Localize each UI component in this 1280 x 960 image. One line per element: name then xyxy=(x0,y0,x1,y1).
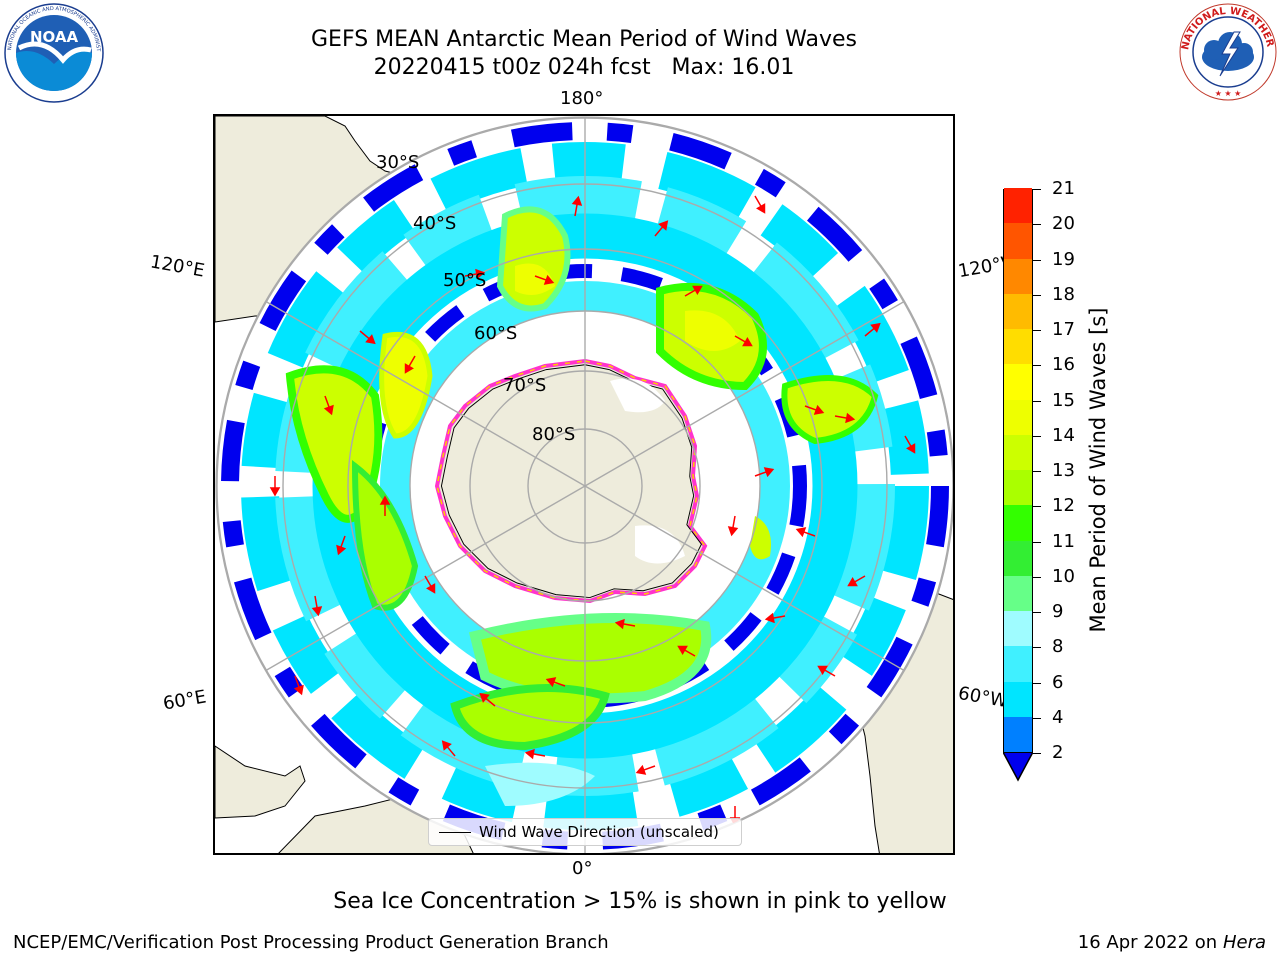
colorbar-tick-label: 4 xyxy=(1052,706,1064,728)
colorbar-segment xyxy=(1004,187,1032,224)
colorbar-tick xyxy=(1033,294,1041,296)
colorbar-tick-label: 16 xyxy=(1052,354,1075,376)
lon-label-120e: 120°E xyxy=(148,251,207,282)
map-legend: Wind Wave Direction (unscaled) xyxy=(428,818,742,846)
colorbar-tick-label: 14 xyxy=(1052,424,1075,446)
colorbar-tick xyxy=(1033,471,1041,472)
colorbar-tick xyxy=(1033,506,1041,508)
lon-label-60e: 60°E xyxy=(161,686,208,715)
colorbar-tick-label: 18 xyxy=(1052,283,1075,305)
colorbar-segment xyxy=(1004,504,1032,541)
colorbar-tick xyxy=(1033,541,1041,543)
globe-contents xyxy=(216,117,953,853)
colorbar-extend-triangle xyxy=(1003,752,1033,782)
sea-ice-caption: Sea Ice Concentration > 15% is shown in … xyxy=(333,889,947,914)
colorbar xyxy=(1003,187,1033,753)
colorbar-tick-label: 21 xyxy=(1052,178,1075,199)
wave-period-patches xyxy=(285,206,879,806)
legend-line-swatch xyxy=(439,832,471,833)
lat-label-30s: 30°S xyxy=(376,152,420,173)
map-title: GEFS MEAN Antarctic Mean Period of Wind … xyxy=(311,27,857,52)
lat-label-80s: 80°S xyxy=(532,424,576,445)
footer-date-text: 16 Apr 2022 on xyxy=(1077,932,1223,953)
lat-label-40s: 40°S xyxy=(413,213,457,234)
lat-label-60s: 60°S xyxy=(474,323,518,344)
colorbar-tick xyxy=(1033,224,1041,226)
colorbar-tick-label: 20 xyxy=(1052,213,1075,235)
colorbar-tick-label: 9 xyxy=(1052,601,1064,622)
colorbar-segment xyxy=(1004,434,1032,470)
colorbar-segment xyxy=(1004,610,1032,647)
lat-label-70s: 70°S xyxy=(503,375,547,396)
noaa-logo-text: NOAA xyxy=(30,28,79,46)
colorbar-tick xyxy=(1033,365,1041,367)
colorbar-segment xyxy=(1004,258,1032,294)
colorbar-tick xyxy=(1033,259,1041,261)
map-subtitle: 20220415 t00z 024h fcst Max: 16.01 xyxy=(373,55,795,80)
polar-map xyxy=(215,116,953,853)
colorbar-tick xyxy=(1033,647,1041,649)
colorbar-tick-label: 2 xyxy=(1052,742,1064,763)
lon-label-180: 180° xyxy=(560,88,604,109)
footer-host: Hera xyxy=(1222,932,1266,953)
colorbar-tick xyxy=(1033,682,1041,684)
colorbar-tick-label: 17 xyxy=(1052,319,1075,340)
colorbar-tick xyxy=(1033,612,1041,613)
colorbar-tick-label: 6 xyxy=(1052,671,1064,693)
colorbar-tick xyxy=(1033,576,1041,578)
colorbar-tick-label: 11 xyxy=(1052,530,1075,552)
colorbar-tick-label: 13 xyxy=(1052,460,1075,481)
wind-wave-arrows xyxy=(269,195,916,827)
colorbar-tick-label: 8 xyxy=(1052,636,1064,658)
colorbar-segment xyxy=(1004,328,1032,365)
colorbar-tick xyxy=(1033,753,1041,754)
colorbar-tick xyxy=(1033,717,1041,719)
colorbar-segment xyxy=(1004,716,1032,752)
noaa-logo-icon: NOAA NATIONAL OCEANIC AND ATMOSPHERIC AD… xyxy=(3,2,104,103)
colorbar-tick xyxy=(1033,435,1041,437)
lon-label-60w: 60°W xyxy=(956,682,1010,713)
footer-date: 16 Apr 2022 on Hera xyxy=(1078,932,1266,953)
colorbar-tick xyxy=(1033,330,1041,331)
colorbar-segment xyxy=(1004,399,1032,435)
colorbar-tick-label: 12 xyxy=(1052,495,1075,517)
colorbar-segment xyxy=(1004,363,1032,400)
colorbar-tick xyxy=(1033,189,1041,190)
map-panel xyxy=(213,114,955,855)
colorbar-segment xyxy=(1004,469,1032,506)
svg-text:★ ★ ★: ★ ★ ★ xyxy=(1215,89,1242,98)
colorbar-tick-label: 10 xyxy=(1052,565,1075,587)
lat-label-50s: 50°S xyxy=(443,270,487,291)
colorbar-segment xyxy=(1004,575,1032,611)
colorbar-segment xyxy=(1004,540,1032,576)
colorbar-segment xyxy=(1004,293,1032,329)
colorbar-segment xyxy=(1004,222,1032,259)
colorbar-tick-label: 19 xyxy=(1052,248,1075,270)
footer-credit: NCEP/EMC/Verification Post Processing Pr… xyxy=(13,932,609,953)
colorbar-segment xyxy=(1004,645,1032,682)
colorbar-segment xyxy=(1004,681,1032,717)
national-weather-service-logo-icon: NATIONAL WEATHER SERVICE ★ ★ ★ xyxy=(1178,2,1277,101)
graticule xyxy=(216,117,953,853)
lon-label-0: 0° xyxy=(572,858,593,879)
colorbar-tick xyxy=(1033,400,1041,402)
colorbar-tick-label: 15 xyxy=(1052,389,1075,411)
legend-label: Wind Wave Direction (unscaled) xyxy=(479,823,719,841)
colorbar-title: Mean Period of Wind Waves [s] xyxy=(1086,307,1110,633)
